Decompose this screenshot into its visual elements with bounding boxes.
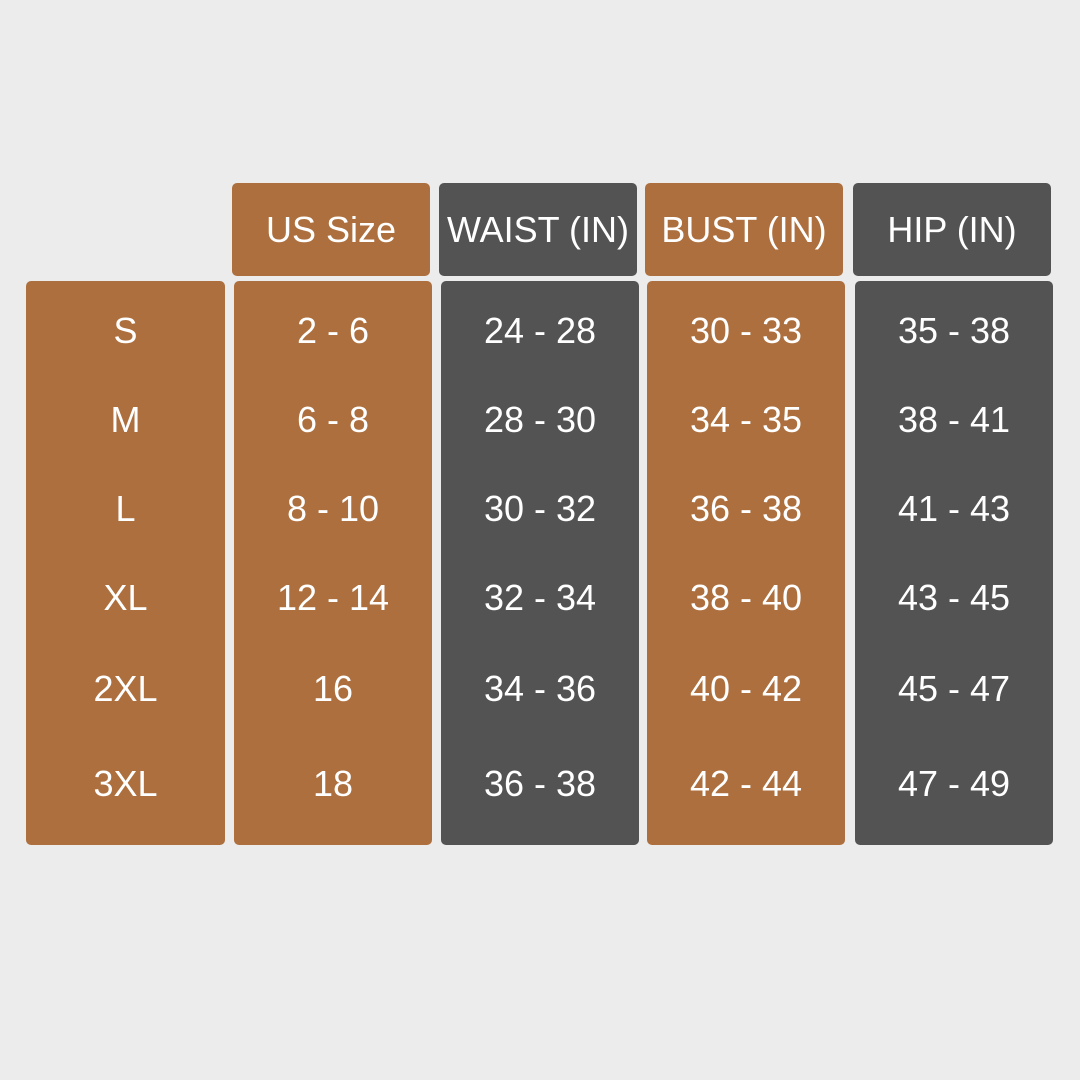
measurement: 24 - 28 — [483, 310, 597, 351]
measurement: 28 - 30 — [483, 399, 597, 440]
measurement: 30 - 33 — [689, 310, 803, 351]
measurement: 2 - 6 — [296, 310, 370, 351]
measurement: 8 - 10 — [286, 488, 380, 529]
column-background — [855, 281, 1053, 845]
size-label: M — [110, 399, 141, 440]
header-background — [645, 183, 843, 276]
measurement: 40 - 42 — [689, 668, 803, 709]
size-label: XL — [103, 577, 148, 618]
measurement: 43 - 45 — [897, 577, 1011, 618]
column-background — [26, 281, 225, 845]
measurement: 35 - 38 — [897, 310, 1011, 351]
size-label: 3XL — [93, 763, 158, 804]
column-background — [234, 281, 432, 845]
measurement: 12 - 14 — [276, 577, 390, 618]
measurement: 38 - 40 — [689, 577, 803, 618]
measurement: 36 - 38 — [483, 763, 597, 804]
measurement: 16 — [312, 668, 354, 709]
header-label: HIP (IN) — [887, 209, 1017, 250]
measurement: 18 — [312, 763, 354, 804]
column-background — [647, 281, 845, 845]
measurement: 32 - 34 — [483, 577, 597, 618]
measurement: 47 - 49 — [897, 763, 1011, 804]
size-label: S — [113, 310, 138, 351]
measurement: 30 - 32 — [483, 488, 597, 529]
measurement: 34 - 36 — [483, 668, 597, 709]
measurement: 45 - 47 — [897, 668, 1011, 709]
measurement: 41 - 43 — [897, 488, 1011, 529]
header-background — [439, 183, 637, 276]
header-background — [853, 183, 1051, 276]
header-label: WAIST (IN) — [447, 209, 629, 250]
size-label: L — [115, 488, 136, 529]
size-label: 2XL — [93, 668, 158, 709]
measurement: 6 - 8 — [296, 399, 370, 440]
measurement: 34 - 35 — [689, 399, 803, 440]
measurement: 42 - 44 — [689, 763, 803, 804]
header-label: BUST (IN) — [661, 209, 827, 250]
measurement: 38 - 41 — [897, 399, 1011, 440]
measurement: 36 - 38 — [689, 488, 803, 529]
column-background — [441, 281, 639, 845]
header-label: US Size — [265, 209, 397, 250]
header-background — [232, 183, 430, 276]
